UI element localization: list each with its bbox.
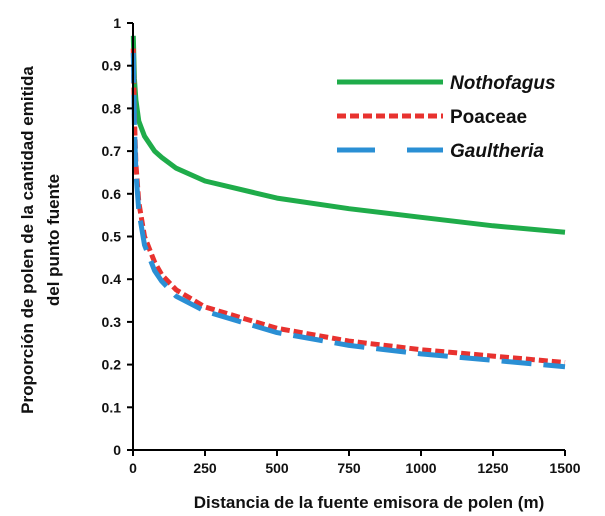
y-tick-label: 0.4 — [102, 271, 122, 287]
y-tick-label: 0.2 — [102, 357, 122, 373]
legend: Nothofagus Poaceae Gaultheria — [337, 73, 556, 162]
x-tick-label: 250 — [193, 460, 217, 476]
x-tick-label: 0 — [129, 460, 137, 476]
x-tick-label: 1000 — [405, 460, 436, 476]
y-tick-label: 0 — [113, 442, 121, 458]
y-tick-label: 0.5 — [102, 229, 122, 245]
legend-label-poaceae: Poaceae — [450, 107, 527, 128]
y-tick-label: 0.6 — [102, 186, 122, 202]
series-line-nothofagus — [130, 35, 566, 235]
x-axis-title: Distancia de la fuente emisora de polen … — [194, 493, 544, 512]
x-tick-label: 750 — [337, 460, 361, 476]
legend-label-gaultheria: Gaultheria — [450, 141, 544, 162]
x-tick-label: 1500 — [549, 460, 580, 476]
legend-label-nothofagus: Nothofagus — [450, 73, 556, 94]
y-tick-label: 0.7 — [102, 143, 122, 159]
y-tick-label: 0.1 — [102, 399, 122, 415]
y-axis-title: Proporción de polen de la cantidad emiti… — [18, 66, 63, 414]
y-tick-label: 0.9 — [102, 58, 122, 74]
y-tick-label: 0.8 — [102, 100, 122, 116]
series-layer — [130, 35, 566, 370]
x-tick-label: 1250 — [477, 460, 508, 476]
y-axis-title-line-2: del punto fuente — [44, 174, 63, 306]
series-line-poaceae — [130, 48, 566, 365]
y-tick-label: 1 — [113, 15, 121, 31]
y-tick-label: 0.3 — [102, 314, 122, 330]
y-axis-title-line-1: Proporción de polen de la cantidad emiti… — [18, 66, 37, 414]
axes-layer: 0 0.1 0.2 0.3 0.4 0.5 0.6 0.7 0.8 0.9 1 0 250 500 750 1… — [102, 15, 581, 476]
x-tick-label: 500 — [265, 460, 289, 476]
